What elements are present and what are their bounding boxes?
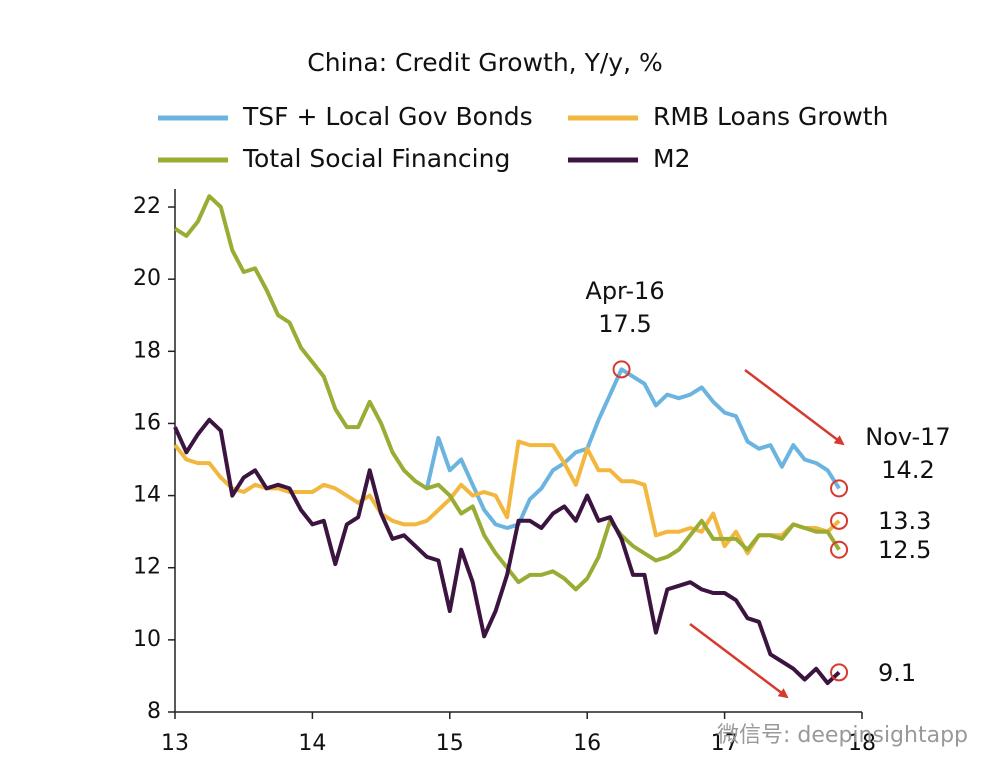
annotation: Nov-17 [865,423,950,451]
watermark: 微信号: deepinsightapp [717,723,968,748]
chart-title: China: Credit Growth, Y/y, % [307,48,662,77]
y-tick-label: 18 [133,338,161,363]
highlight-circle [830,663,849,682]
annotation: 14.2 [881,456,934,484]
plot-area: 8 10 12 14 16 18 20 22 13 14 15 16 17 18 [133,189,876,756]
x-tick-label: 14 [298,731,326,756]
trend-arrow [689,623,789,699]
series-line [424,367,841,530]
y-tick-label: 12 [133,555,161,580]
legend-label: M2 [653,144,690,173]
legend-label: RMB Loans Growth [653,102,888,131]
legend-label: Total Social Financing [242,144,510,173]
x-tick-label: 13 [161,731,189,756]
x-tick-label: 18 [848,731,876,756]
annotation: 12.5 [878,536,931,564]
series-line [173,439,841,556]
annotation: 17.5 [598,310,651,338]
highlight-circle [612,360,631,379]
highlight-circle [830,511,849,530]
x-tick-label: 16 [573,731,601,756]
trend-arrow [744,369,845,446]
annotation: Apr-16 [585,277,664,305]
y-tick-label: 14 [133,483,161,508]
legend-label: TSF + Local Gov Bonds [242,102,533,131]
series-line [173,194,841,592]
highlight-circle [830,540,849,559]
y-tick-label: 16 [133,410,161,435]
y-tick-label: 10 [133,627,161,652]
y-tick-label: 8 [147,699,161,724]
highlight-circle [830,479,849,498]
annotation: 13.3 [878,507,931,535]
x-tick-label: 17 [711,731,739,756]
y-tick-label: 22 [133,194,161,219]
y-tick-label: 20 [133,266,161,291]
annotation: 9.1 [878,659,916,687]
x-tick-label: 15 [436,731,464,756]
series-line [173,417,841,686]
